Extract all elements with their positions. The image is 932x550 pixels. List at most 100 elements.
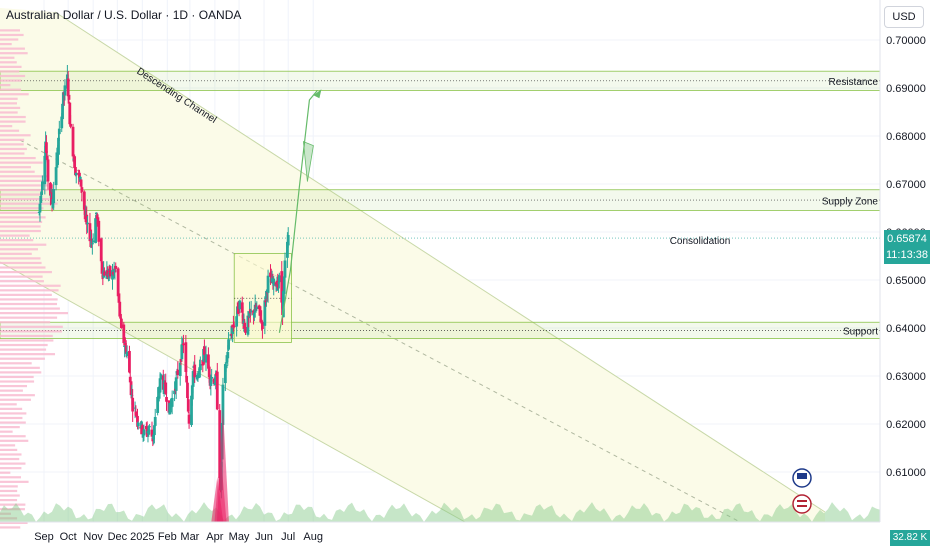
- volume-profile-bar: [0, 166, 31, 169]
- volume-profile-bar: [0, 380, 35, 383]
- candle-body: [118, 301, 122, 317]
- candle-body: [191, 371, 195, 387]
- volume-profile-bar: [0, 471, 11, 474]
- volume-profile-bar: [0, 398, 31, 401]
- candle-body: [147, 429, 151, 435]
- y-tick-label: 0.69000: [886, 83, 926, 95]
- volume-profile-bar: [0, 321, 51, 324]
- chart-title: Australian Dollar / U.S. Dollar · 1D · O…: [6, 8, 242, 22]
- candle-body: [122, 324, 126, 344]
- candle-body: [63, 85, 67, 96]
- volume-profile-bar: [0, 334, 53, 338]
- candle-body: [231, 328, 235, 334]
- candle-body: [129, 381, 133, 396]
- x-tick-label: Sep: [34, 531, 54, 543]
- volume-profile-bar: [0, 134, 31, 137]
- candle-body: [276, 280, 280, 288]
- candle-body: [68, 102, 72, 125]
- volume-profile-bar: [0, 207, 44, 210]
- currency-button[interactable]: USD: [884, 6, 924, 28]
- volume-profile-bar: [0, 198, 50, 201]
- candle-body: [133, 407, 137, 409]
- candle-body: [60, 116, 64, 129]
- candle-body: [94, 212, 98, 215]
- candle-body: [119, 317, 122, 319]
- volume-profile-bar: [0, 389, 23, 392]
- volume-profile-bar: [0, 65, 22, 68]
- volume-profile-bar: [0, 421, 26, 424]
- x-tick-label: Jul: [281, 531, 295, 543]
- candle-body: [207, 366, 211, 378]
- candle-body: [178, 362, 182, 376]
- volume-profile-bar: [0, 216, 46, 219]
- candle-body: [95, 215, 99, 219]
- volume-profile-bar: [0, 348, 47, 351]
- candle-body: [61, 103, 64, 120]
- candle-body: [218, 410, 222, 479]
- y-tick-label: 0.63000: [886, 371, 926, 383]
- candle-body: [74, 172, 78, 176]
- volume-profile-bar: [0, 38, 19, 41]
- volume-profile-bar: [0, 298, 58, 301]
- volume-profile-bar: [0, 467, 22, 470]
- candle-body: [202, 346, 206, 355]
- volume-profile-bar: [0, 129, 20, 132]
- candle-body: [232, 324, 235, 328]
- candle-body: [232, 326, 236, 328]
- volume-profile-bar: [0, 489, 18, 493]
- volume-profile-bar: [0, 93, 29, 96]
- candle-body: [73, 156, 77, 169]
- volume-profile-bar: [0, 248, 38, 251]
- volume-profile-bar: [0, 225, 41, 228]
- candle-body: [240, 302, 244, 313]
- candle-body: [130, 394, 134, 396]
- volume-profile-bar: [0, 202, 58, 205]
- volume-profile-bar: [0, 74, 26, 78]
- volume-profile-bar: [0, 111, 18, 114]
- candle-body: [136, 422, 140, 427]
- candle-body: [277, 275, 281, 283]
- candle-body: [215, 371, 219, 410]
- volume-profile-bar: [0, 138, 25, 141]
- candle-body: [55, 152, 59, 168]
- volume-profile-bar: [0, 239, 34, 242]
- volume-profile-bar: [0, 243, 47, 246]
- candle-body: [168, 402, 172, 415]
- candle-body: [43, 155, 47, 185]
- volume-profile-bar: [0, 316, 58, 319]
- candle-body: [252, 312, 256, 318]
- y-tick-label: 0.64000: [886, 323, 926, 335]
- y-tick-label: 0.61000: [886, 467, 926, 479]
- x-tick-label: Jun: [255, 531, 273, 543]
- volume-profile-bar: [0, 125, 13, 128]
- us-flag-stripe: [797, 500, 807, 502]
- candle-body: [108, 266, 112, 277]
- candle-body: [236, 302, 240, 314]
- volume-profile-bar: [0, 29, 20, 32]
- candle-body: [45, 155, 49, 160]
- candle-body: [107, 274, 110, 276]
- candle-body: [140, 425, 144, 435]
- volume-profile-bar: [0, 508, 25, 511]
- candle-body: [182, 343, 185, 346]
- volume-profile-bar: [0, 444, 16, 447]
- candle-body: [103, 271, 106, 276]
- candle-body: [244, 326, 247, 333]
- candle-body: [238, 300, 242, 310]
- candle-body: [261, 321, 264, 330]
- candle-body: [270, 277, 274, 283]
- candle-body: [45, 142, 48, 153]
- candle-body: [204, 354, 208, 363]
- candle-body: [69, 123, 72, 127]
- volume-profile-bar: [0, 512, 11, 515]
- projection-arrow-shadow: [302, 140, 314, 182]
- candle-body: [123, 345, 126, 347]
- candle-body: [71, 126, 75, 157]
- candle-body: [97, 220, 101, 242]
- x-tick-label: 2025: [130, 531, 154, 543]
- candle-body: [61, 92, 65, 106]
- candle-body: [258, 306, 262, 316]
- volume-profile-bar: [0, 97, 18, 100]
- candle-body: [243, 322, 247, 328]
- volume-profile-bar: [0, 234, 30, 237]
